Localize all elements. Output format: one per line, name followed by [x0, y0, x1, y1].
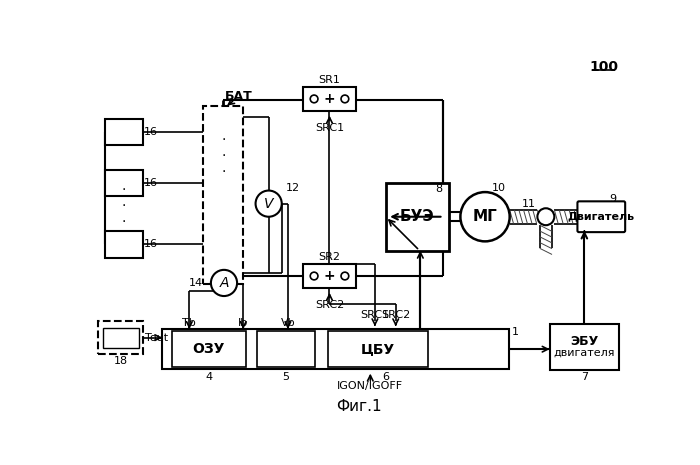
- Circle shape: [310, 272, 318, 280]
- Circle shape: [461, 192, 510, 241]
- Text: SR2: SR2: [318, 252, 340, 262]
- Text: двигателя: двигателя: [554, 347, 615, 357]
- Text: ЦБУ: ЦБУ: [361, 342, 395, 356]
- Bar: [103, 328, 139, 348]
- Text: ·
·
·: · · ·: [221, 133, 225, 179]
- Bar: [328, 332, 428, 367]
- Text: 14: 14: [188, 278, 202, 288]
- Bar: [104, 119, 143, 145]
- Text: 9: 9: [609, 194, 617, 204]
- Circle shape: [538, 208, 554, 225]
- Bar: [99, 321, 143, 354]
- Circle shape: [341, 95, 349, 103]
- Text: V: V: [264, 197, 274, 211]
- Text: SRC2: SRC2: [381, 310, 410, 320]
- Text: 10: 10: [492, 183, 506, 193]
- Text: БАТ: БАТ: [225, 90, 253, 103]
- Text: SRC2: SRC2: [315, 300, 344, 310]
- Bar: [203, 106, 244, 285]
- Text: ЭБУ: ЭБУ: [570, 335, 598, 348]
- Text: 8: 8: [435, 184, 442, 194]
- Text: 5: 5: [283, 372, 290, 382]
- Text: Ib: Ib: [238, 318, 248, 328]
- Text: Tb: Tb: [183, 318, 196, 328]
- Text: +: +: [323, 92, 335, 106]
- Text: 11: 11: [522, 199, 536, 209]
- FancyBboxPatch shape: [578, 201, 625, 232]
- Text: Vb: Vb: [281, 318, 295, 328]
- Text: БУЭ: БУЭ: [400, 209, 435, 224]
- Text: 18: 18: [114, 357, 128, 366]
- Text: IGON/IGOFF: IGON/IGOFF: [337, 381, 403, 391]
- Text: 16: 16: [144, 127, 158, 137]
- Text: 16: 16: [144, 178, 158, 188]
- Bar: [550, 324, 619, 370]
- Bar: [257, 332, 315, 367]
- Text: Фиг.1: Фиг.1: [336, 399, 382, 414]
- Text: A: A: [219, 276, 229, 290]
- Bar: [104, 232, 143, 258]
- Text: 6: 6: [382, 372, 389, 382]
- Text: SRC1: SRC1: [315, 123, 344, 133]
- Circle shape: [256, 191, 281, 217]
- Text: ОЗУ: ОЗУ: [193, 342, 225, 356]
- Bar: [172, 332, 246, 367]
- Bar: [386, 183, 449, 251]
- Circle shape: [211, 270, 237, 296]
- Text: 100: 100: [589, 60, 618, 74]
- Text: Двигатель: Двигатель: [568, 212, 635, 222]
- Text: 16: 16: [144, 239, 158, 249]
- Text: Tout: Tout: [146, 332, 169, 343]
- Circle shape: [310, 95, 318, 103]
- Text: 1: 1: [512, 327, 519, 337]
- Bar: [104, 170, 143, 196]
- Text: МГ: МГ: [473, 209, 498, 224]
- Text: SR1: SR1: [318, 75, 340, 85]
- Text: ·
·
·: · · ·: [122, 183, 126, 229]
- Circle shape: [341, 272, 349, 280]
- Text: 12: 12: [286, 183, 300, 193]
- Text: +: +: [323, 269, 335, 283]
- Text: SRC1: SRC1: [360, 310, 389, 320]
- Bar: [303, 86, 356, 111]
- Bar: [303, 264, 356, 288]
- Text: 4: 4: [205, 372, 213, 382]
- Text: 7: 7: [581, 372, 588, 382]
- Bar: [162, 329, 509, 369]
